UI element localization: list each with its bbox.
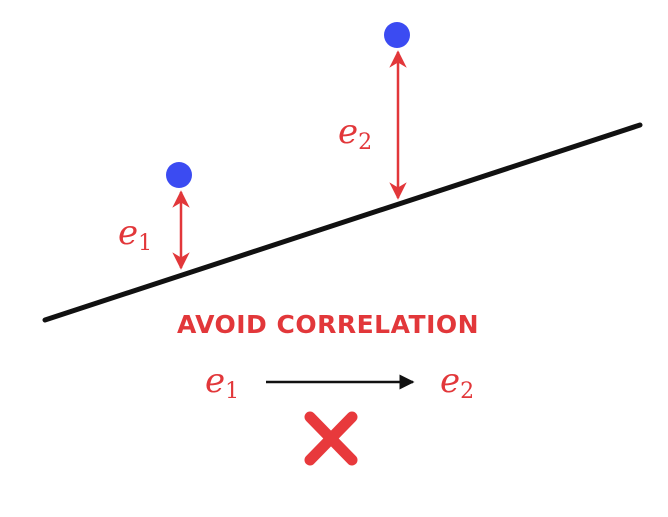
residual-label-1-sub: 1 bbox=[138, 231, 152, 256]
regression-line bbox=[42, 122, 643, 323]
relation-to-base: e bbox=[440, 361, 460, 401]
avoid-correlation-heading: AVOID CORRELATION bbox=[177, 310, 479, 339]
residual-label-1-base: e bbox=[118, 213, 138, 253]
cross-mark-icon bbox=[304, 411, 358, 466]
data-point-1 bbox=[166, 162, 192, 188]
residual-label-2-sub: 2 bbox=[358, 130, 372, 155]
relation-from-base: e bbox=[205, 361, 225, 401]
relation-to-sub: 2 bbox=[460, 379, 474, 404]
residual-label-1: e1 bbox=[118, 213, 152, 256]
residual-label-2-base: e bbox=[338, 112, 358, 152]
relation-from-sub: 1 bbox=[225, 379, 239, 404]
relation-from-label: e1 bbox=[205, 361, 239, 404]
relation-to-label: e2 bbox=[440, 361, 474, 404]
residual-label-2: e2 bbox=[338, 112, 372, 155]
data-point-2 bbox=[384, 22, 410, 48]
